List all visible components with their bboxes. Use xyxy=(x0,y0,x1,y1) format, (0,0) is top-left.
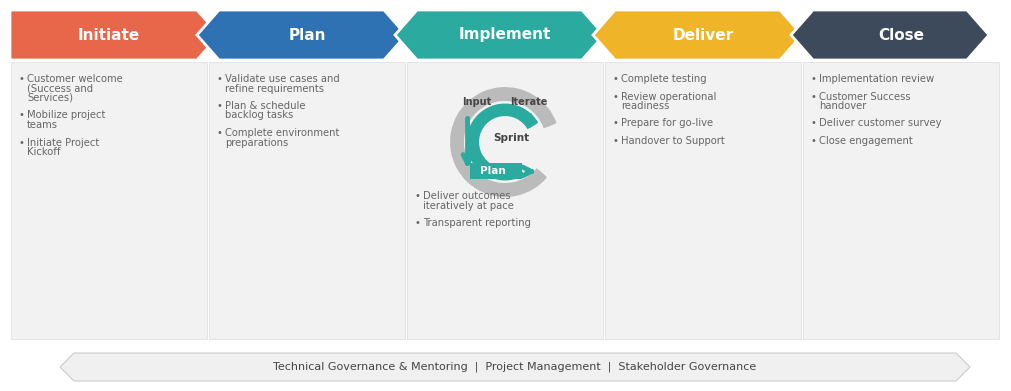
Text: Customer Success: Customer Success xyxy=(819,91,911,102)
Text: Sprint: Sprint xyxy=(493,133,529,143)
Polygon shape xyxy=(60,353,970,381)
Text: teams: teams xyxy=(27,120,58,130)
Text: Mobilize project: Mobilize project xyxy=(27,111,105,120)
Text: Initiate: Initiate xyxy=(78,27,141,43)
Text: Complete environment: Complete environment xyxy=(225,128,340,138)
FancyBboxPatch shape xyxy=(209,62,405,339)
Text: •: • xyxy=(217,74,222,84)
Text: Plan: Plan xyxy=(288,27,326,43)
Text: refine requirements: refine requirements xyxy=(225,84,324,93)
Text: •: • xyxy=(811,118,817,129)
FancyBboxPatch shape xyxy=(470,163,523,179)
Text: •: • xyxy=(217,101,222,111)
Text: Deliver outcomes: Deliver outcomes xyxy=(423,192,511,201)
Text: •: • xyxy=(811,136,817,146)
FancyBboxPatch shape xyxy=(605,62,801,339)
Text: Iterate: Iterate xyxy=(510,97,547,108)
Text: iteratively at pace: iteratively at pace xyxy=(423,201,514,211)
Text: Kickoff: Kickoff xyxy=(27,147,61,157)
Polygon shape xyxy=(197,10,406,60)
Polygon shape xyxy=(791,10,989,60)
Text: Deliver: Deliver xyxy=(672,27,734,43)
FancyBboxPatch shape xyxy=(803,62,999,339)
Text: Input: Input xyxy=(462,97,491,108)
Text: •: • xyxy=(19,138,25,147)
Text: Services): Services) xyxy=(27,93,73,103)
Text: •: • xyxy=(19,111,25,120)
Text: Customer welcome: Customer welcome xyxy=(27,74,122,84)
Text: Close: Close xyxy=(878,27,924,43)
Text: •: • xyxy=(613,118,619,129)
Text: preparations: preparations xyxy=(225,138,288,147)
Text: Complete testing: Complete testing xyxy=(621,74,707,84)
Text: •: • xyxy=(613,74,619,84)
Text: Technical Governance & Mentoring  |  Project Management  |  Stakeholder Governan: Technical Governance & Mentoring | Proje… xyxy=(273,362,756,372)
Text: Close engagement: Close engagement xyxy=(819,136,913,146)
Text: Plan: Plan xyxy=(479,167,506,176)
Text: Review operational: Review operational xyxy=(621,91,717,102)
Polygon shape xyxy=(10,10,219,60)
Text: backlog tasks: backlog tasks xyxy=(225,111,293,120)
Text: Initiate Project: Initiate Project xyxy=(27,138,99,147)
Text: Plan & schedule: Plan & schedule xyxy=(225,101,305,111)
Text: •: • xyxy=(415,192,421,201)
Text: (Success and: (Success and xyxy=(27,84,93,93)
Polygon shape xyxy=(395,10,604,60)
Text: Implement: Implement xyxy=(459,27,551,43)
Text: •: • xyxy=(217,128,222,138)
Text: handover: handover xyxy=(819,101,866,111)
Text: •: • xyxy=(613,91,619,102)
Text: Prepare for go-live: Prepare for go-live xyxy=(621,118,713,129)
Text: •: • xyxy=(613,136,619,146)
Text: •: • xyxy=(811,74,817,84)
Text: Implementation review: Implementation review xyxy=(819,74,934,84)
Text: Handover to Support: Handover to Support xyxy=(621,136,725,146)
Polygon shape xyxy=(593,10,802,60)
Text: Deliver customer survey: Deliver customer survey xyxy=(819,118,941,129)
Text: •: • xyxy=(415,219,421,228)
Text: Transparent reporting: Transparent reporting xyxy=(423,219,531,228)
Text: Validate use cases and: Validate use cases and xyxy=(225,74,340,84)
Text: •: • xyxy=(19,74,25,84)
FancyBboxPatch shape xyxy=(11,62,207,339)
FancyBboxPatch shape xyxy=(407,62,603,339)
Text: •: • xyxy=(811,91,817,102)
Text: readiness: readiness xyxy=(621,101,669,111)
